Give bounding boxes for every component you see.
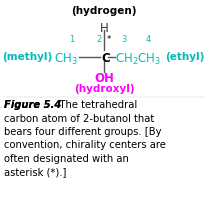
Text: H: H <box>100 22 108 35</box>
Text: convention, chirality centers are: convention, chirality centers are <box>4 141 166 151</box>
Text: 1: 1 <box>69 35 75 44</box>
Text: OH: OH <box>94 72 114 85</box>
Text: carbon atom of 2-butanol that: carbon atom of 2-butanol that <box>4 113 154 124</box>
Text: Figure 5.4: Figure 5.4 <box>4 100 61 110</box>
Text: Figure 5.4: Figure 5.4 <box>4 100 61 110</box>
Text: 4: 4 <box>145 35 151 44</box>
Text: 2: 2 <box>96 35 102 44</box>
Text: CH$_2$CH$_3$: CH$_2$CH$_3$ <box>115 52 161 67</box>
Text: C: C <box>101 52 110 65</box>
Text: CH$_3$: CH$_3$ <box>54 52 78 67</box>
Text: (hydrogen): (hydrogen) <box>71 6 137 16</box>
Text: 3: 3 <box>121 35 127 44</box>
Text: asterisk (*).]: asterisk (*).] <box>4 167 70 177</box>
Text: The tetrahedral: The tetrahedral <box>47 100 137 110</box>
Text: often designated with an: often designated with an <box>4 154 129 164</box>
Text: (hydroxyl): (hydroxyl) <box>74 84 134 94</box>
Text: *: * <box>107 35 111 44</box>
Text: bears four different groups. [By: bears four different groups. [By <box>4 127 162 137</box>
Text: (ethyl): (ethyl) <box>165 52 204 62</box>
Text: (methyl): (methyl) <box>2 52 52 62</box>
